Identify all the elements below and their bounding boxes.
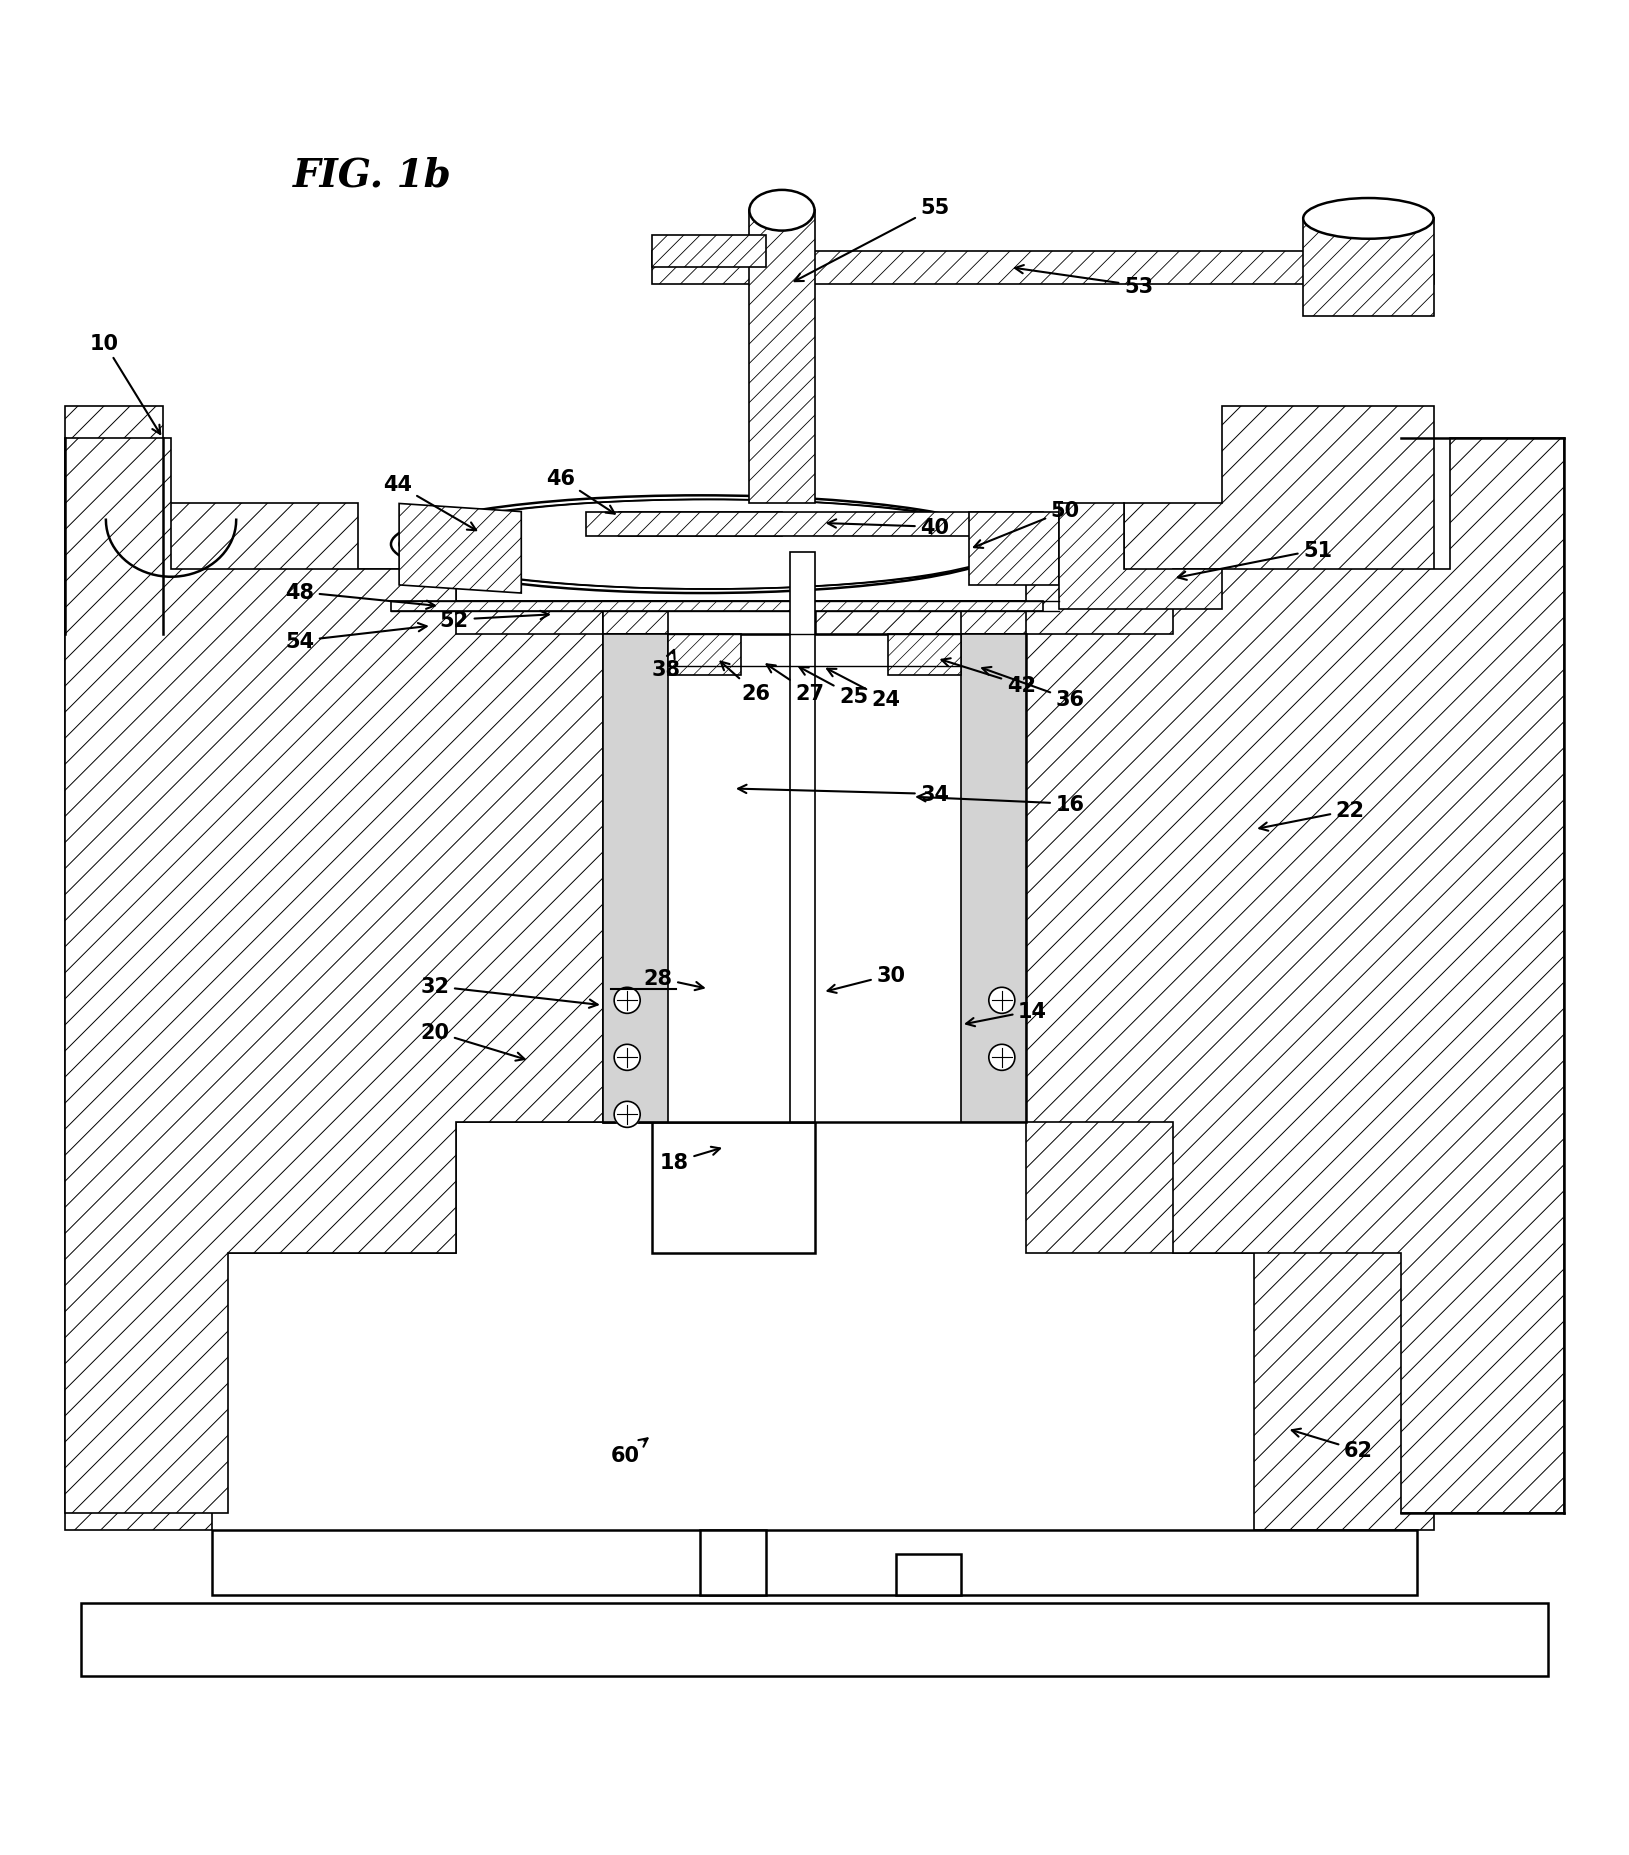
Polygon shape xyxy=(399,505,521,594)
Text: 40: 40 xyxy=(828,518,950,538)
Text: 60: 60 xyxy=(611,1439,648,1465)
Text: 14: 14 xyxy=(966,1002,1047,1026)
Polygon shape xyxy=(619,512,782,536)
Polygon shape xyxy=(969,512,1059,586)
Text: 20: 20 xyxy=(420,1022,525,1061)
Bar xyxy=(603,634,668,1122)
Text: 54: 54 xyxy=(285,623,427,651)
Text: 48: 48 xyxy=(285,582,435,610)
Text: 51: 51 xyxy=(1178,540,1333,581)
Polygon shape xyxy=(749,211,814,505)
Polygon shape xyxy=(65,440,603,1514)
Circle shape xyxy=(614,1044,640,1070)
Bar xyxy=(603,634,1026,1122)
Polygon shape xyxy=(391,601,1043,612)
Text: 52: 52 xyxy=(440,610,549,631)
Ellipse shape xyxy=(1303,198,1434,239)
Bar xyxy=(961,634,1026,1122)
Text: 44: 44 xyxy=(383,475,476,531)
Circle shape xyxy=(989,1044,1015,1070)
Ellipse shape xyxy=(391,495,1010,594)
Text: 16: 16 xyxy=(917,794,1085,814)
Bar xyxy=(603,601,814,1122)
Polygon shape xyxy=(652,236,766,269)
Text: 22: 22 xyxy=(1259,801,1365,831)
Polygon shape xyxy=(1059,505,1222,610)
Text: 10: 10 xyxy=(90,334,160,434)
Bar xyxy=(652,1122,814,1254)
Bar xyxy=(212,1530,1417,1595)
Text: 42: 42 xyxy=(942,659,1036,696)
Polygon shape xyxy=(65,406,603,1530)
Text: 26: 26 xyxy=(720,662,771,703)
Bar xyxy=(700,1530,766,1595)
Polygon shape xyxy=(1303,219,1434,317)
Polygon shape xyxy=(603,601,668,634)
Polygon shape xyxy=(668,634,741,675)
Polygon shape xyxy=(961,601,1026,634)
Text: 34: 34 xyxy=(738,785,950,805)
Text: 32: 32 xyxy=(420,976,598,1009)
Text: 28: 28 xyxy=(643,968,704,991)
Text: 36: 36 xyxy=(982,668,1085,710)
Text: 50: 50 xyxy=(974,501,1080,549)
Bar xyxy=(790,553,814,1122)
Text: 25: 25 xyxy=(800,668,868,707)
Text: 18: 18 xyxy=(660,1146,720,1172)
Polygon shape xyxy=(888,634,961,675)
Polygon shape xyxy=(652,252,1434,284)
Text: 46: 46 xyxy=(546,469,614,514)
Polygon shape xyxy=(1026,440,1564,1514)
Text: 53: 53 xyxy=(1015,265,1153,297)
Circle shape xyxy=(614,987,640,1015)
Text: FIG. 1b: FIG. 1b xyxy=(293,156,451,195)
Polygon shape xyxy=(586,512,1043,536)
Polygon shape xyxy=(814,406,1434,1530)
Bar xyxy=(896,1554,961,1595)
Text: 24: 24 xyxy=(828,670,901,710)
Text: 27: 27 xyxy=(767,664,824,703)
Text: 62: 62 xyxy=(1292,1428,1373,1460)
Text: 55: 55 xyxy=(795,198,950,282)
Bar xyxy=(81,1603,1548,1677)
Circle shape xyxy=(989,987,1015,1015)
Circle shape xyxy=(614,1102,640,1128)
Text: 30: 30 xyxy=(828,965,906,992)
Text: 38: 38 xyxy=(652,651,681,679)
Ellipse shape xyxy=(749,191,814,232)
